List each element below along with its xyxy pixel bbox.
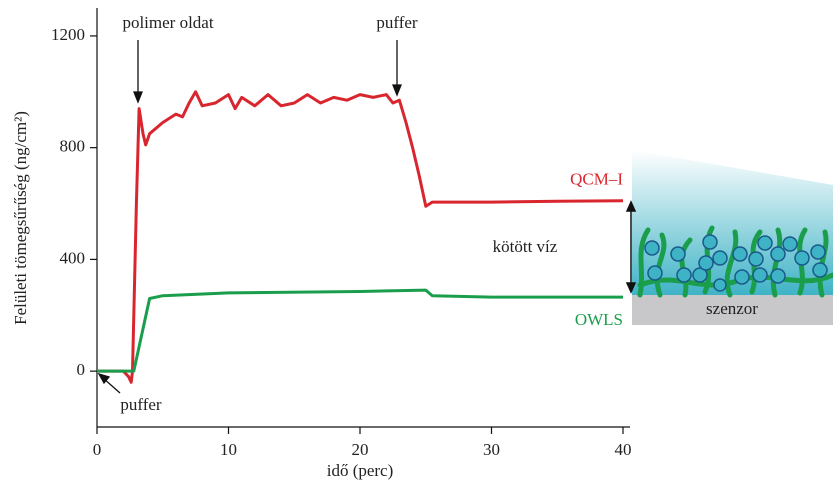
- annotation: puffer: [376, 13, 418, 32]
- series-line: [97, 288, 623, 373]
- y-tick-label: 0: [77, 360, 86, 379]
- x-tick-label: 10: [220, 440, 237, 459]
- annotation: polimer oldat: [122, 13, 213, 32]
- y-tick-label: 400: [60, 248, 86, 267]
- x-tick-label: 30: [483, 440, 500, 459]
- series-label: OWLS: [575, 310, 623, 329]
- sensor-label: szenzor: [706, 299, 758, 318]
- y-tick-label: 1200: [51, 25, 85, 44]
- x-axis-label: idő (perc): [327, 461, 394, 480]
- annotation: kötött víz: [493, 237, 558, 256]
- arrows: [97, 40, 402, 394]
- x-tick-label: 0: [93, 440, 102, 459]
- illustration: szenzor: [625, 150, 833, 325]
- x-tick-label: 20: [352, 440, 369, 459]
- y-axis-label: Felületi tömegsűrűség (ng/cm²): [11, 111, 30, 325]
- series-line: [97, 90, 624, 384]
- y-tick-label: 800: [60, 137, 86, 156]
- annotation: puffer: [120, 395, 162, 414]
- series-label: QCM–I: [570, 170, 623, 189]
- x-tick-label: 40: [615, 440, 632, 459]
